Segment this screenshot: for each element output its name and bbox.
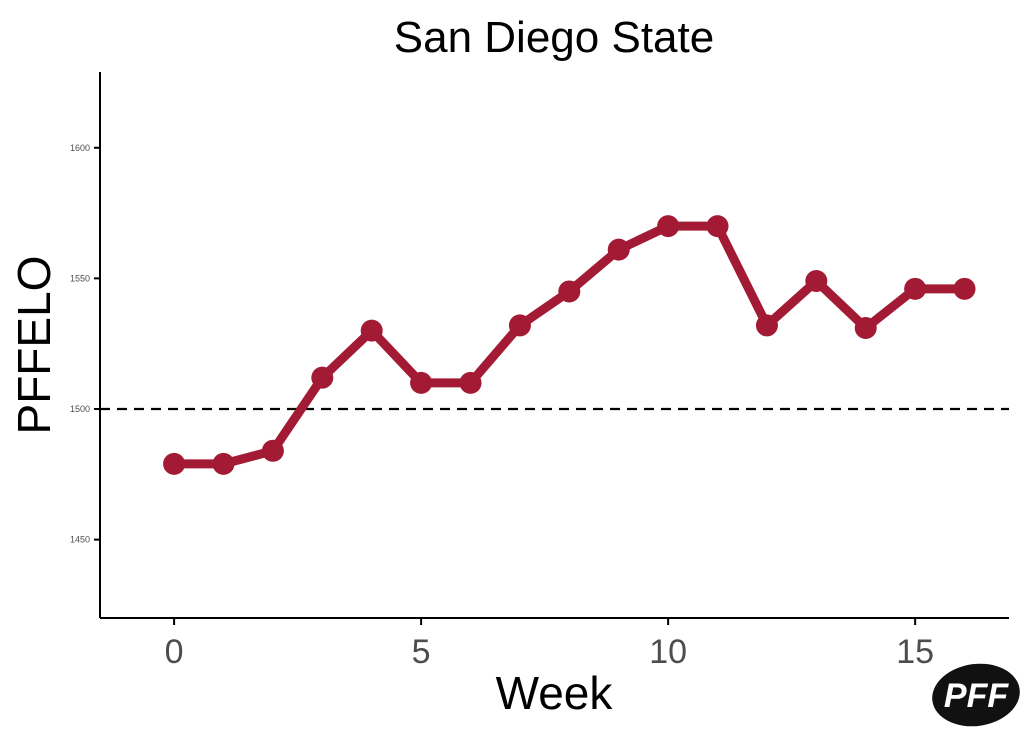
series-line: [169, 221, 970, 469]
data-point: [410, 371, 433, 394]
y-tick-label: 1500: [70, 404, 90, 414]
chart-title: San Diego State: [394, 13, 714, 62]
data-point: [904, 277, 927, 300]
y-axis-ticks: 1450 1500 1550 1600: [70, 143, 100, 545]
x-tick-label: 5: [412, 633, 431, 671]
data-point: [657, 215, 680, 238]
data-point: [459, 371, 482, 394]
y-axis-title: PFFELO: [8, 256, 60, 435]
x-axis-title: Week: [496, 667, 614, 719]
data-point: [163, 452, 186, 475]
data-point: [805, 269, 828, 292]
pff-logo-icon: [932, 663, 1020, 727]
y-tick-label: 1600: [70, 143, 90, 153]
data-point: [854, 317, 877, 340]
x-axis-ticks: 0 5 10 15: [165, 618, 934, 671]
data-point: [953, 277, 976, 300]
y-tick-label: 1550: [70, 273, 90, 283]
data-point: [212, 452, 235, 475]
data-point: [607, 238, 630, 261]
x-tick-label: 10: [649, 633, 687, 671]
data-point: [755, 314, 778, 337]
data-point: [311, 366, 334, 389]
series-points: [163, 215, 976, 475]
data-point: [706, 215, 729, 238]
x-tick-label: 0: [165, 633, 184, 671]
data-point: [261, 439, 284, 462]
pff-logo: PFF: [932, 663, 1020, 727]
data-point: [360, 319, 383, 342]
y-tick-label: 1450: [70, 535, 90, 545]
data-point: [558, 280, 581, 303]
x-tick-label: 15: [896, 633, 934, 671]
pff-logo-text: PFF: [944, 677, 1009, 715]
data-point: [508, 314, 531, 337]
